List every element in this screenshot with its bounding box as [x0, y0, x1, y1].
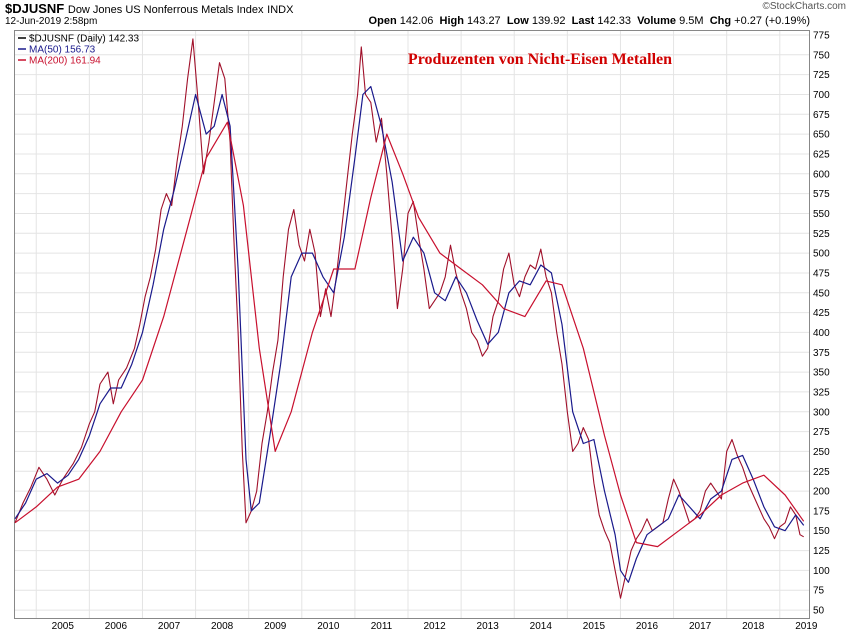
x-tick-label: 2015 [583, 621, 606, 632]
y-tick-label: 575 [813, 189, 830, 200]
legend-entry: MA(50) 156.73 [29, 45, 96, 56]
y-tick-label: 325 [813, 387, 830, 398]
y-axis: 50 75 100 125 150 175 200 225 250 275 300 325 350 375… [813, 30, 830, 616]
y-tick-label: 300 [813, 407, 830, 418]
x-tick-label: 2011 [371, 621, 393, 632]
legend-entry: MA(200) 161.94 [29, 56, 101, 67]
chg-label: Chg [709, 15, 732, 27]
x-tick-label: 2014 [530, 621, 553, 632]
y-tick-label: 525 [813, 229, 830, 240]
last-value: 142.33 [597, 15, 631, 27]
x-tick-label: 2012 [423, 621, 446, 632]
y-tick-label: 475 [813, 268, 830, 279]
symbol-line: $DJUSNF Dow Jones US Nonferrous Metals I… [5, 1, 293, 16]
y-tick-label: 100 [813, 566, 830, 577]
x-tick-label: 2016 [636, 621, 659, 632]
volume-value: 9.5M [679, 15, 704, 27]
y-tick-label: 200 [813, 487, 830, 498]
brand-watermark[interactable]: ©StockCharts.com [762, 1, 846, 12]
x-tick-label: 2017 [689, 621, 712, 632]
series-lines [14, 38, 805, 599]
y-tick-label: 700 [813, 90, 830, 101]
high-value: 143.27 [467, 15, 501, 27]
y-tick-label: 400 [813, 328, 830, 339]
y-tick-label: 150 [813, 526, 830, 537]
y-tick-label: 725 [813, 70, 830, 81]
y-tick-label: 350 [813, 368, 830, 379]
y-tick-label: 675 [813, 110, 830, 121]
y-tick-label: 550 [813, 209, 830, 220]
y-tick-label: 650 [813, 130, 830, 141]
chart-annotation: Produzenten von Nicht-Eisen Metallen [408, 51, 672, 68]
open-label: Open [368, 15, 397, 27]
low-value: 139.92 [531, 15, 566, 27]
symbol: $DJUSNF [5, 1, 65, 16]
y-tick-label: 750 [813, 50, 830, 61]
series-line-0 [14, 38, 804, 599]
y-tick-label: 275 [813, 427, 830, 438]
x-tick-label: 2005 [52, 621, 75, 632]
timestamp: 12-Jun-2019 2:58pm [5, 16, 98, 27]
x-tick-label: 2019 [795, 621, 818, 632]
gridlines [15, 31, 809, 618]
legend-entry: $DJUSNF (Daily) 142.33 [29, 34, 139, 45]
plot-frame [14, 30, 810, 619]
chart-header: $DJUSNF Dow Jones US Nonferrous Metals I… [0, 0, 850, 30]
x-tick-label: 2018 [742, 621, 765, 632]
y-tick-label: 500 [813, 249, 830, 260]
y-tick-label: 775 [813, 30, 830, 41]
x-tick-label: 2013 [477, 621, 500, 632]
y-tick-label: 225 [813, 467, 830, 478]
x-axis: 2005 2006 2007 2008 2009 2010 2011 2012 2013 2014… [52, 621, 818, 632]
quote-line: Open 142.06 High 143.27 Low 139.92 Last … [369, 15, 810, 27]
high-label: High [439, 15, 464, 27]
low-label: Low [506, 15, 529, 27]
y-tick-label: 125 [813, 546, 830, 557]
y-tick-label: 75 [813, 586, 825, 597]
y-tick-label: 600 [813, 169, 830, 180]
y-tick-label: 625 [813, 149, 830, 160]
x-tick-label: 2006 [105, 621, 128, 632]
exchange: INDX [267, 4, 294, 16]
x-tick-label: 2010 [317, 621, 340, 632]
y-tick-label: 425 [813, 308, 830, 319]
y-tick-label: 375 [813, 348, 830, 359]
y-tick-label: 450 [813, 288, 830, 299]
series-line-1 [14, 85, 805, 583]
chg-value: +0.27 (+0.19%) [734, 15, 810, 27]
x-tick-label: 2007 [158, 621, 181, 632]
volume-label: Volume [637, 15, 677, 27]
series-line-2 [14, 121, 805, 548]
open-value: 142.06 [399, 15, 434, 27]
y-tick-label: 50 [813, 606, 825, 617]
y-tick-label: 175 [813, 506, 830, 517]
index-description: Dow Jones US Nonferrous Metals Index [67, 4, 264, 16]
x-tick-label: 2009 [264, 621, 287, 632]
y-tick-label: 250 [813, 447, 830, 458]
x-tick-label: 2008 [211, 621, 234, 632]
last-label: Last [571, 15, 595, 27]
